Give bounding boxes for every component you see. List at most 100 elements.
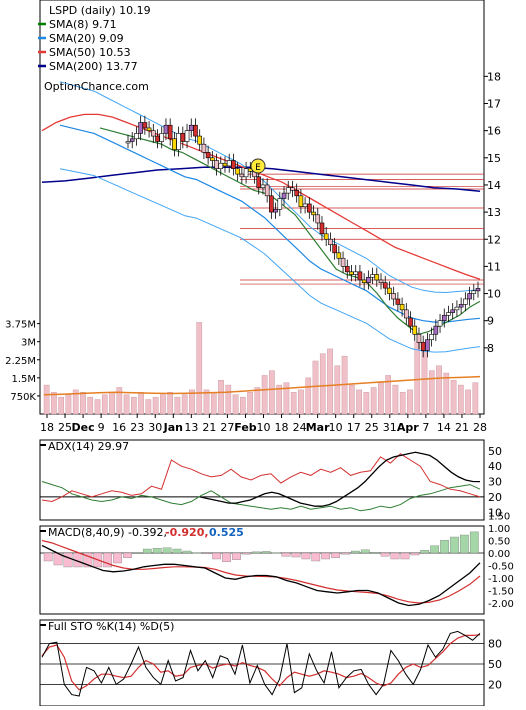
volume-bar [239,396,246,415]
legend-entry: SMA(50) 10.53 [49,46,131,59]
candle-body [395,298,401,305]
candle-body [412,325,418,335]
volume-bar [58,396,64,415]
candle-body [307,203,312,213]
candle-body [467,293,472,300]
macd-histogram-bar [133,552,142,554]
x-axis-label: Feb [234,421,257,434]
macd-histogram-bar [103,552,113,568]
volume-bar [276,384,282,415]
candle-body [188,124,194,131]
volume-bar [174,396,181,415]
volume-bar [181,394,188,415]
candle-body [138,122,143,134]
volume-tick-label: 750K [10,392,36,403]
volume-bar [225,384,232,415]
volume-bar [290,392,297,415]
macd-histogram-bar [460,534,469,554]
volume-bar [305,377,312,415]
volume-bar [80,392,86,415]
stoch-tick-label: 80 [488,638,502,651]
macd-histogram-bar [360,549,370,554]
candle-body [142,122,148,129]
volume-bar [72,389,79,415]
candle-body [269,195,274,213]
volume-bar [94,399,101,415]
macd-histogram-bar [152,548,162,554]
volume-bar [218,380,224,415]
macd-histogram-bar [123,552,132,558]
candle-body [353,271,359,275]
x-axis-label: 30 [148,421,162,434]
price-tick-label: 8 [487,342,494,355]
sma50-line [41,113,481,280]
x-axis-label: 21 [202,421,216,434]
candle-body [420,342,426,351]
macd-tick-label: -1.00 [488,574,514,585]
panel-frame-macd [39,525,485,615]
candle-body [273,209,278,213]
volume-bar [450,380,457,415]
volume-bar [232,394,239,415]
macd-histogram-bar [331,552,340,558]
macd-histogram-bar [469,531,479,554]
price-tick-label: 18 [487,70,501,83]
candle-body [370,274,375,278]
sma20-line [59,124,481,323]
macd-histogram-bar [242,552,251,555]
price-tick-label: 15 [487,152,501,165]
candle-body [298,195,304,207]
volume-bar [370,387,377,415]
candle-body [391,293,396,300]
macd-histogram-bar [43,552,53,562]
candle-body [450,309,455,313]
volume-bar [101,394,108,415]
volume-tick-label: 3M [21,338,36,349]
candle-body [328,238,333,245]
macd-label: MACD(8,40,9) -0.392, [48,526,167,539]
symbol-label: LSPD (daily) 10.19 [49,4,151,17]
candle-body [463,298,468,305]
volume-bar [385,375,391,415]
candle-body [231,160,236,169]
legend-entry: SMA(200) 13.77 [49,60,138,73]
candle-body [446,312,451,316]
volume-bar [145,399,152,415]
candle-body [285,187,291,194]
x-axis-label: 27 [220,421,234,434]
candle-body [281,192,287,199]
x-axis-label: Apr [397,421,419,434]
macd-histogram-bar [142,548,152,554]
macd-histogram-bar [370,552,380,554]
x-axis-label: Dec [72,421,95,434]
volume-bar [356,389,362,415]
candle-body [151,130,156,137]
legend-entry: SMA(20) 9.09 [49,32,124,45]
x-axis-label: 18 [40,421,54,434]
candle-body [218,162,224,169]
volume-bar [407,389,413,415]
volume-bar [443,372,450,415]
volume-bar [472,382,479,415]
x-axis-label: 10 [329,421,343,434]
volume-bar [196,322,203,415]
volume-bar [152,396,159,415]
price-tick-label: 10 [487,288,501,301]
earnings-marker [250,158,266,174]
candle-body [290,187,295,191]
volume-bar [247,392,253,415]
candle-body [366,276,371,283]
macd-histogram-bar [420,550,430,554]
candle-body [429,333,434,341]
volume-tick-label: 1.5M [11,374,36,385]
candle-body [243,168,249,178]
candle-body [129,138,135,142]
candle-body [222,162,228,167]
macd-histogram-bar [341,552,350,555]
macd-histogram-bar [192,552,202,554]
x-axis-label: 17 [347,421,361,434]
macd-histogram-bar [162,547,172,554]
candle-body [340,257,346,267]
adx-minus-di-line [41,453,481,503]
